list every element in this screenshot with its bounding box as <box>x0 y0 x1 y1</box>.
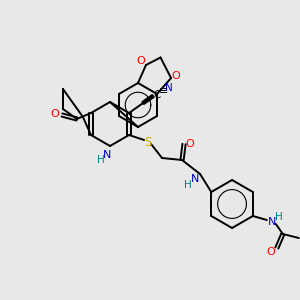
Text: H: H <box>97 155 105 165</box>
Text: N: N <box>268 217 276 227</box>
Text: N: N <box>103 150 111 160</box>
Text: O: O <box>266 247 275 257</box>
Text: O: O <box>186 139 194 149</box>
Text: H: H <box>184 180 192 190</box>
Text: N: N <box>191 174 199 184</box>
Text: ≡: ≡ <box>158 86 168 96</box>
Text: C: C <box>153 90 161 100</box>
Text: N: N <box>165 83 173 93</box>
Text: S: S <box>144 136 152 148</box>
Text: O: O <box>136 56 146 66</box>
Text: O: O <box>51 109 59 119</box>
Text: H: H <box>275 212 283 222</box>
Text: O: O <box>172 71 180 81</box>
